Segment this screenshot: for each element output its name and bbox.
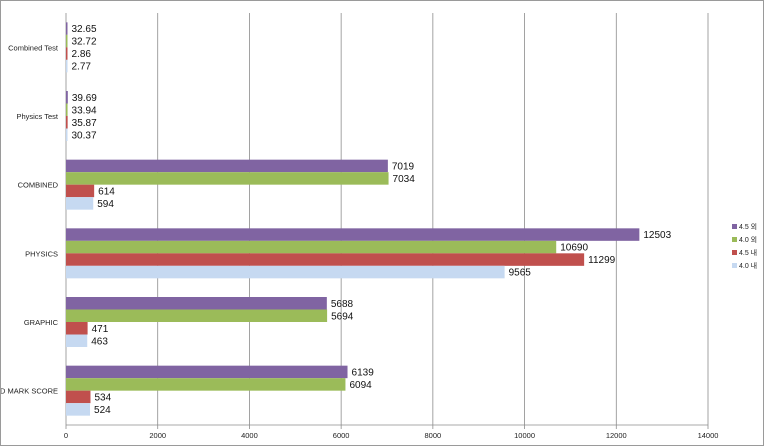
bar [66, 228, 640, 241]
bar [66, 265, 505, 279]
bar [66, 59, 68, 73]
x-tick-label: 14000 [698, 431, 719, 440]
bar [66, 22, 68, 35]
bar [66, 128, 68, 141]
x-tick-label: 2000 [149, 431, 166, 440]
data-label: 6094 [349, 380, 372, 391]
data-label: 524 [94, 405, 111, 416]
x-tick-label: 4000 [241, 431, 258, 440]
x-tick-label: 8000 [425, 431, 442, 440]
data-label: 614 [98, 186, 115, 197]
bar [66, 240, 557, 254]
data-label: 30.37 [72, 130, 97, 141]
data-label: 9565 [509, 268, 532, 279]
category-label: PHYSICS [25, 249, 58, 258]
bar [66, 403, 91, 416]
x-tick-label: 12000 [606, 431, 627, 440]
data-label: 32.65 [72, 24, 97, 35]
data-label: 5688 [331, 299, 354, 310]
bar [66, 47, 68, 60]
category-label: COMBINED [18, 181, 59, 190]
category-label: 3D MARK SCORE [1, 387, 58, 396]
data-label: 33.94 [72, 105, 97, 116]
bar [66, 253, 585, 266]
data-label: 463 [91, 336, 108, 347]
data-label: 7034 [393, 174, 416, 185]
bar [66, 34, 68, 48]
bar [66, 297, 327, 310]
data-label: 2.86 [72, 49, 92, 60]
bar [66, 184, 95, 198]
legend-label: 4.5 외 [739, 222, 757, 231]
data-label: 32.72 [72, 37, 97, 48]
x-tick-label: 0 [64, 431, 68, 440]
data-label: 12503 [643, 230, 671, 241]
data-label: 39.69 [72, 93, 97, 104]
data-label: 10690 [560, 243, 588, 254]
data-label: 594 [97, 199, 114, 210]
bar [66, 116, 68, 129]
data-label: 11299 [588, 255, 616, 266]
data-label: 534 [94, 392, 111, 403]
bar [66, 334, 88, 347]
x-tick-label: 10000 [514, 431, 535, 440]
bar [66, 378, 346, 391]
data-label: 7019 [392, 161, 415, 172]
data-label: 5694 [331, 311, 354, 322]
x-tick-label: 6000 [333, 431, 350, 440]
bar [66, 309, 328, 322]
legend-label: 4.0 내 [739, 261, 757, 270]
bar [66, 172, 389, 185]
data-label: 2.77 [72, 62, 92, 73]
legend-label: 4.5 내 [739, 248, 757, 257]
data-label: 6139 [352, 367, 375, 378]
bar [66, 322, 88, 335]
category-label: GRAPHIC [24, 318, 59, 327]
category-label: Combined Test [8, 43, 59, 52]
bar [66, 103, 68, 116]
legend-label: 4.0 외 [739, 235, 757, 244]
legend-swatch [732, 224, 737, 229]
category-label: Physics Test [16, 112, 58, 121]
bar [66, 91, 68, 104]
bar [66, 197, 94, 210]
legend-swatch [732, 263, 737, 268]
data-label: 471 [92, 324, 109, 335]
bar [66, 159, 388, 173]
data-label: 35.87 [72, 118, 97, 129]
bar [66, 390, 91, 404]
legend-swatch [732, 250, 737, 255]
legend-swatch [732, 237, 737, 242]
bar [66, 365, 348, 379]
